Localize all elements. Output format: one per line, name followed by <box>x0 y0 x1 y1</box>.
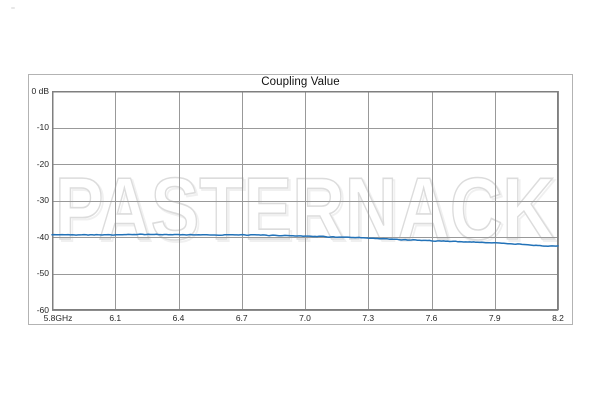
data-trace <box>51 233 559 248</box>
y-tick-label: -40 <box>36 231 49 242</box>
y-tick-label: -50 <box>36 268 49 278</box>
x-tick-label: 7.0 <box>299 313 311 323</box>
x-tick-label: 8.2 <box>552 313 564 323</box>
plot-border <box>51 90 559 311</box>
screen-artifact <box>11 7 15 9</box>
x-tick-label: 6.7 <box>235 313 248 323</box>
y-tick-label: -20 <box>36 158 49 169</box>
y-tick-label: 0 dB <box>31 85 50 96</box>
y-tick-label: -10 <box>36 122 49 132</box>
x-tick-label: 5.8GHz <box>43 313 73 323</box>
x-tick-label: 7.3 <box>362 313 375 323</box>
x-tick-label: 7.9 <box>488 313 501 323</box>
watermark-shadow: PASTERNACK <box>57 161 557 260</box>
y-tick-label: -30 <box>36 195 49 205</box>
coupling-value-chart: Coupling Value PASTERNACK PASTERNACK 0 dB… <box>28 74 573 325</box>
x-tick-label: 6.4 <box>172 313 185 323</box>
y-tick-label: -60 <box>36 304 49 315</box>
chart-title: Coupling Value <box>261 76 340 88</box>
x-tick-label: 7.6 <box>425 313 438 323</box>
x-tick-label: 6.1 <box>109 313 122 323</box>
